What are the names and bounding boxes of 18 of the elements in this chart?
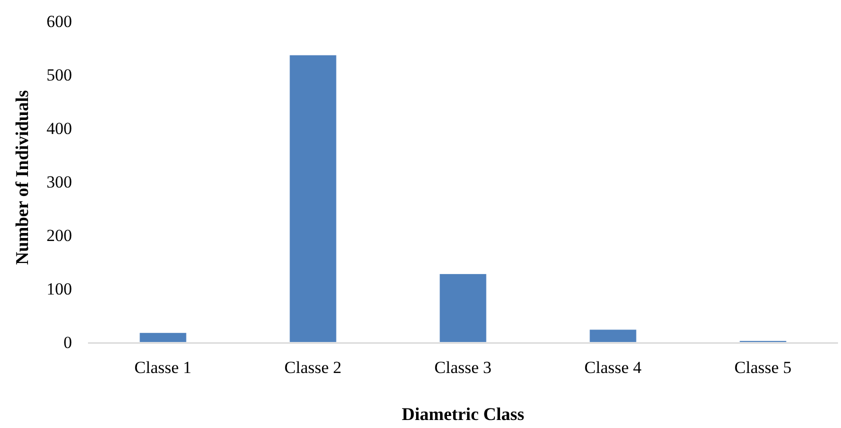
x-axis-title: Diametric Class [402, 404, 524, 424]
x-tick-label: Classe 4 [584, 358, 642, 377]
bar [140, 332, 186, 342]
bar [590, 330, 636, 342]
bar [440, 274, 486, 342]
y-axis-title: Number of Individuals [12, 90, 32, 265]
y-tick-label: 100 [46, 279, 72, 298]
y-tick-label: 600 [46, 12, 72, 31]
y-tick-label: 200 [46, 226, 72, 245]
y-tick-label: 0 [64, 332, 72, 352]
bar [290, 55, 336, 342]
y-tick-label: 500 [46, 65, 72, 84]
x-tick-label: Classe 5 [734, 358, 792, 377]
x-tick-label: Classe 1 [134, 358, 192, 377]
x-tick-label: Classe 3 [434, 358, 492, 377]
y-tick-label: 300 [46, 172, 72, 192]
x-tick-label: Classe 2 [284, 358, 342, 377]
y-tick-label: 400 [46, 118, 72, 138]
